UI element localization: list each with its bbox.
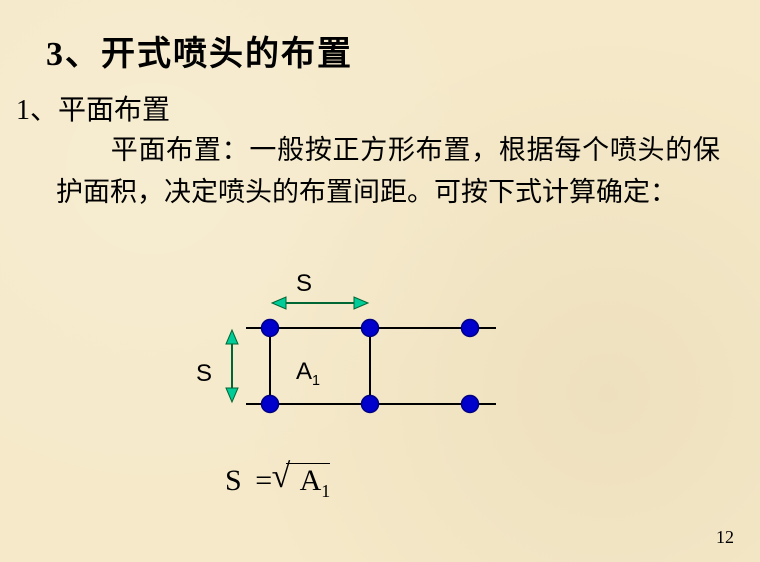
formula-rhs: A <box>300 464 322 497</box>
formula-lhs: S <box>225 464 242 497</box>
label-s-horizontal: S <box>296 270 312 298</box>
body-text: 平面布置：一般按正方形布置，根据每个喷头的保护面积，决定喷头的布置间距。可按下式… <box>56 135 720 207</box>
label-s-vertical: S <box>196 360 212 388</box>
subsection-title: 1、平面布置 <box>16 88 170 128</box>
body-paragraph: 平面布置：一般按正方形布置，根据每个喷头的保护面积，决定喷头的布置间距。可按下式… <box>56 130 720 214</box>
formula: S = √ A1 <box>225 463 330 502</box>
page-number: 12 <box>716 527 734 548</box>
section-title: 3、开式喷头的布置 <box>46 26 353 75</box>
diagram-svg <box>200 276 520 436</box>
formula-rhs-sub: 1 <box>321 481 330 501</box>
layout-diagram: S S A1 <box>200 276 520 436</box>
formula-sqrt: √ A1 <box>286 463 331 502</box>
label-a1: A1 <box>296 358 320 389</box>
formula-eq: = <box>255 464 272 497</box>
